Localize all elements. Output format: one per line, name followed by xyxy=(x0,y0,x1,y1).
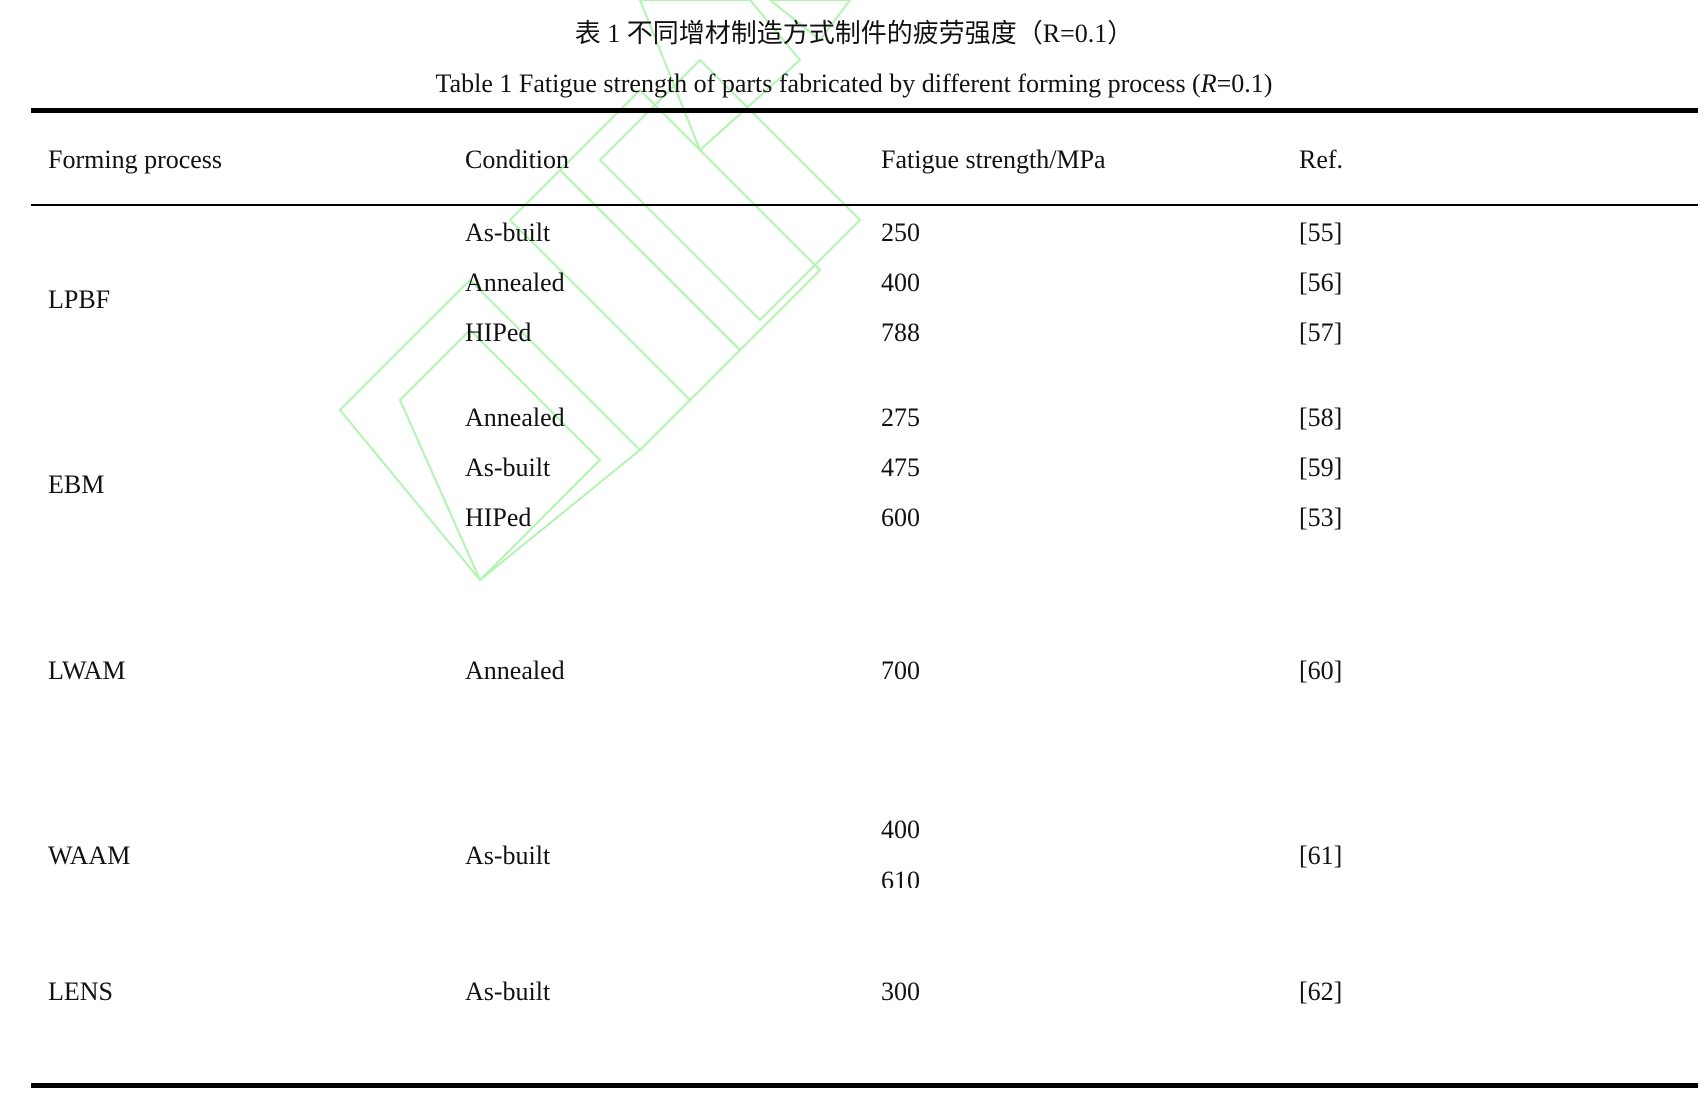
top-rule xyxy=(31,108,1698,113)
strength-cell: 400 xyxy=(881,815,920,844)
table-caption-english: Table 1 Fatigue strength of parts fabric… xyxy=(0,71,1708,97)
strength-cell: 300 xyxy=(881,977,920,1006)
header-fatigue-strength: Fatigue strength/MPa xyxy=(881,145,1106,174)
header-ref: Ref. xyxy=(1299,145,1344,174)
strength-cell: 400 xyxy=(881,268,920,297)
bottom-rule xyxy=(31,1083,1698,1088)
strength-cell: 700 xyxy=(881,656,920,685)
condition-cell: As-built xyxy=(465,218,551,247)
process-ebm: EBM xyxy=(48,470,105,499)
caption-en-r: R xyxy=(1200,69,1217,98)
header-forming-process: Forming process xyxy=(48,145,223,174)
ref-cell: [59] xyxy=(1299,453,1343,482)
header-condition: Condition xyxy=(465,145,570,174)
ref-cell: [62] xyxy=(1299,977,1343,1006)
table-caption-chinese: 表 1 不同增材制造方式制件的疲劳强度（R=0.1） xyxy=(574,19,1134,48)
header-rule xyxy=(31,204,1698,206)
ref-cell: [53] xyxy=(1299,503,1343,532)
strength-cell: 610 xyxy=(881,866,920,889)
condition-cell: Annealed xyxy=(465,268,565,297)
condition-cell: Annealed xyxy=(465,403,565,432)
caption-en-prefix: Table 1 Fatigue strength of parts fabric… xyxy=(435,69,1201,98)
ref-cell: [61] xyxy=(1299,841,1343,870)
ref-cell: [58] xyxy=(1299,403,1343,432)
condition-cell: As-built xyxy=(465,841,551,870)
condition-cell: Annealed xyxy=(465,656,565,685)
strength-cell: 788 xyxy=(881,318,920,347)
ref-cell: [56] xyxy=(1299,268,1343,297)
process-lens: LENS xyxy=(48,977,113,1006)
ref-cell: [57] xyxy=(1299,318,1343,347)
strength-cell: 275 xyxy=(881,403,920,432)
ref-cell: [60] xyxy=(1299,656,1343,685)
strength-cell-clipped: 610 xyxy=(881,866,961,889)
process-waam: WAAM xyxy=(48,841,131,870)
condition-cell: HIPed xyxy=(465,503,532,532)
caption-en-suffix: =0.1) xyxy=(1216,69,1273,98)
condition-cell: HIPed xyxy=(465,318,532,347)
condition-cell: As-built xyxy=(465,453,551,482)
process-lwam: LWAM xyxy=(48,656,126,685)
ref-cell: [55] xyxy=(1299,218,1343,247)
condition-cell: As-built xyxy=(465,977,551,1006)
strength-cell: 475 xyxy=(881,453,920,482)
strength-cell: 250 xyxy=(881,218,920,247)
process-lpbf: LPBF xyxy=(48,285,111,314)
strength-cell: 600 xyxy=(881,503,920,532)
